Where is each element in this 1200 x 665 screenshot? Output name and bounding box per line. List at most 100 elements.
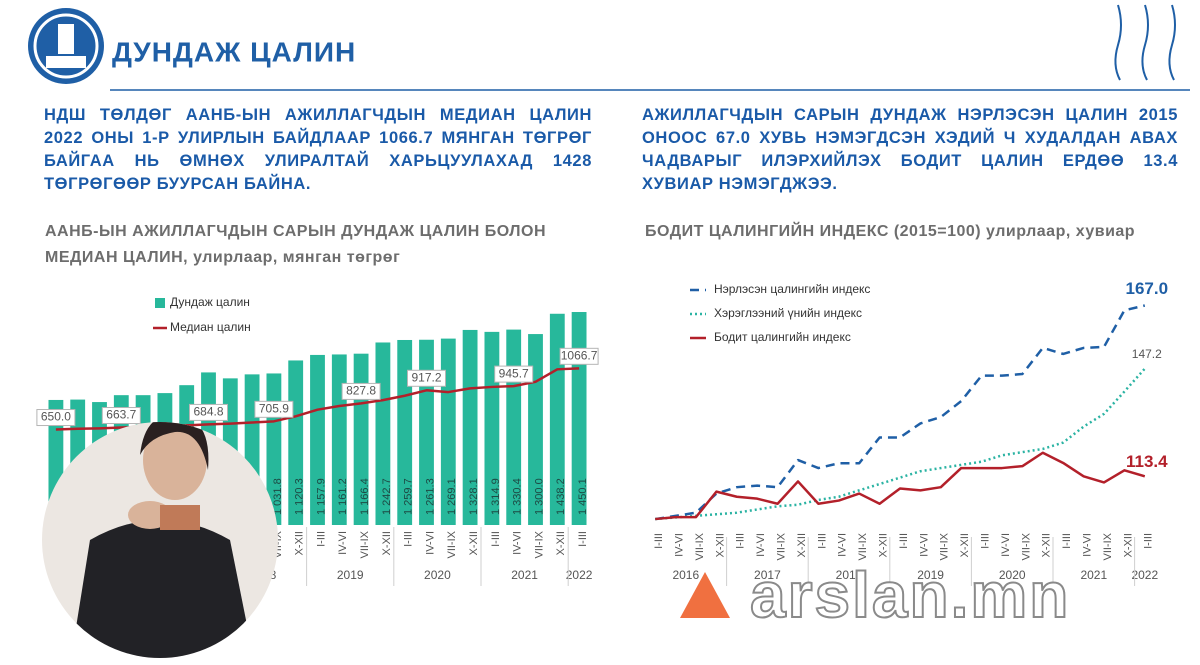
x-tick-label: IV-VI [755,533,767,557]
x-tick-label: I-III [735,533,747,549]
bar-value-label: 1 031.8 [272,478,284,515]
bar-value-label: 1 161.2 [337,478,349,515]
x-tick-label: IV-VI [837,533,849,557]
series-line [655,451,1146,521]
year-label: 2016 [672,568,699,582]
year-label: 2020 [999,568,1026,582]
year-label: 2022 [566,568,593,582]
x-tick-label: IV-VI [512,531,524,555]
line-value-label: 917.2 [411,370,441,384]
legend-label: Медиан цалин [170,320,251,334]
bar-value-label: 1 259.7 [403,478,415,515]
x-tick-label: X-XII [796,533,808,557]
legend-swatch [155,298,165,308]
slide-title: ДУНДАЖ ЦАЛИН [112,36,356,67]
bar [310,354,325,525]
x-tick-label: X-XII [294,531,306,555]
bar-value-label: 1 300.0 [533,478,545,515]
x-tick-label: VII-IX [939,532,951,560]
end-value-label: 113.4 [1126,452,1168,471]
value-label-box [101,407,141,425]
bar-value-label: 1 450.1 [577,478,589,515]
legend-label: Дундаж цалин [170,295,250,309]
bar-value-label: 1 261.3 [424,478,436,515]
bar-value-label: 1 314.9 [490,478,502,515]
legend-label: Бодит цалингийн индекс [714,330,851,344]
x-tick-label: VII-IX [1102,532,1114,560]
x-tick-label: VII-IX [694,532,706,560]
line-value-label: 650.0 [41,410,71,424]
bar-value-label: 1 157.9 [315,478,327,515]
end-value-label: 147.2 [1132,347,1162,361]
end-value-label: 167.0 [1126,279,1169,298]
x-tick-label: IV-VI [1000,533,1012,557]
chart-title: МЕДИАН ЦАЛИН, улирлаар, мянган төгрөг [45,249,400,266]
x-tick-label: X-XII [878,533,890,557]
x-tick-label: I-III [490,531,502,547]
value-label-box [559,347,599,365]
value-label-box [494,365,534,383]
value-label-box [36,409,76,427]
x-tick-label: IV-VI [918,533,930,557]
x-tick-label: VII-IX [446,530,458,558]
year-label: 2022 [1131,568,1158,582]
year-label: 2019 [917,568,944,582]
x-tick-label: X-XII [714,533,726,557]
line-value-label: 663.7 [106,408,136,422]
x-tick-label: VII-IX [359,530,371,558]
series-line [655,304,1146,521]
line-value-label: 705.9 [259,401,289,415]
bar-value-label: 1 120.3 [294,478,306,515]
x-tick-label: VII-IX [857,532,869,560]
x-tick-label: VII-IX [1020,532,1032,560]
value-label-box [341,382,381,400]
x-tick-label: X-XII [959,533,971,557]
paragraph: АЖИЛЛАГЧДЫН САРЫН ДУНДАЖ НЭРЛЭСЭН ЦАЛИН … [642,106,1178,193]
year-label: 2019 [337,568,364,582]
bar-value-label: 1 438.2 [555,478,567,515]
watermark: arslan.mn [680,558,1070,632]
x-tick-label: I-III [1143,533,1155,549]
year-label: 2017 [754,568,781,582]
bar-value-label: 1 330.4 [512,478,524,515]
chart-title: ААНБ-ЫН АЖИЛЛАГЧДЫН САРЫН ДУНДАЖ ЦАЛИН Б… [45,223,546,240]
bar [462,329,478,525]
line-value-label: 945.7 [499,366,529,380]
x-tick-label: VII-IX [776,532,788,560]
logo [28,8,104,84]
bar-value-label: 1 166.4 [359,478,371,515]
series-line [655,367,1146,521]
x-tick-label: I-III [315,531,327,547]
script-ornament [1114,4,1176,81]
legend-label: Хэрэглээний үнийн индекс [714,306,862,320]
bar-value-label: 1 242.7 [381,478,393,515]
x-tick-label: I-III [403,531,415,547]
value-label-box [254,400,294,418]
paragraph: НДШ ТӨЛДӨГ ААНБ-ЫН АЖИЛЛАГЧДЫН МЕДИАН ЦА… [44,106,592,193]
x-tick-label: IV-VI [1082,533,1094,557]
x-tick-label: I-III [1061,533,1073,549]
x-tick-label: X-XII [1041,533,1053,557]
x-tick-label: I-III [816,533,828,549]
x-tick-label: I-III [653,533,665,549]
x-tick-label: IV-VI [674,533,686,557]
x-tick-label: IV-VI [337,531,349,555]
x-tick-label: I-III [577,531,589,547]
line-value-label: 827.8 [346,384,376,398]
chart-title: БОДИТ ЦАЛИНГИЙН ИНДЕКС (2015=100) улирла… [645,221,1135,240]
x-tick-label: I-III [980,533,992,549]
x-tick-label: I-III [898,533,910,549]
value-label-box [189,403,228,421]
x-tick-label: X-XII [468,531,480,555]
year-label: 2021 [1080,568,1107,582]
legend-label: Нэрлэсэн цалингийн индекс [714,282,870,296]
bar-value-label: 1 328.1 [468,478,480,515]
x-tick-label: X-XII [555,531,567,555]
watermark-text: arslan.mn [750,559,1070,631]
x-tick-label: X-XII [381,531,393,555]
bar [549,313,565,525]
value-label-box [407,369,446,387]
x-tick-label: IV-VI [424,531,436,555]
